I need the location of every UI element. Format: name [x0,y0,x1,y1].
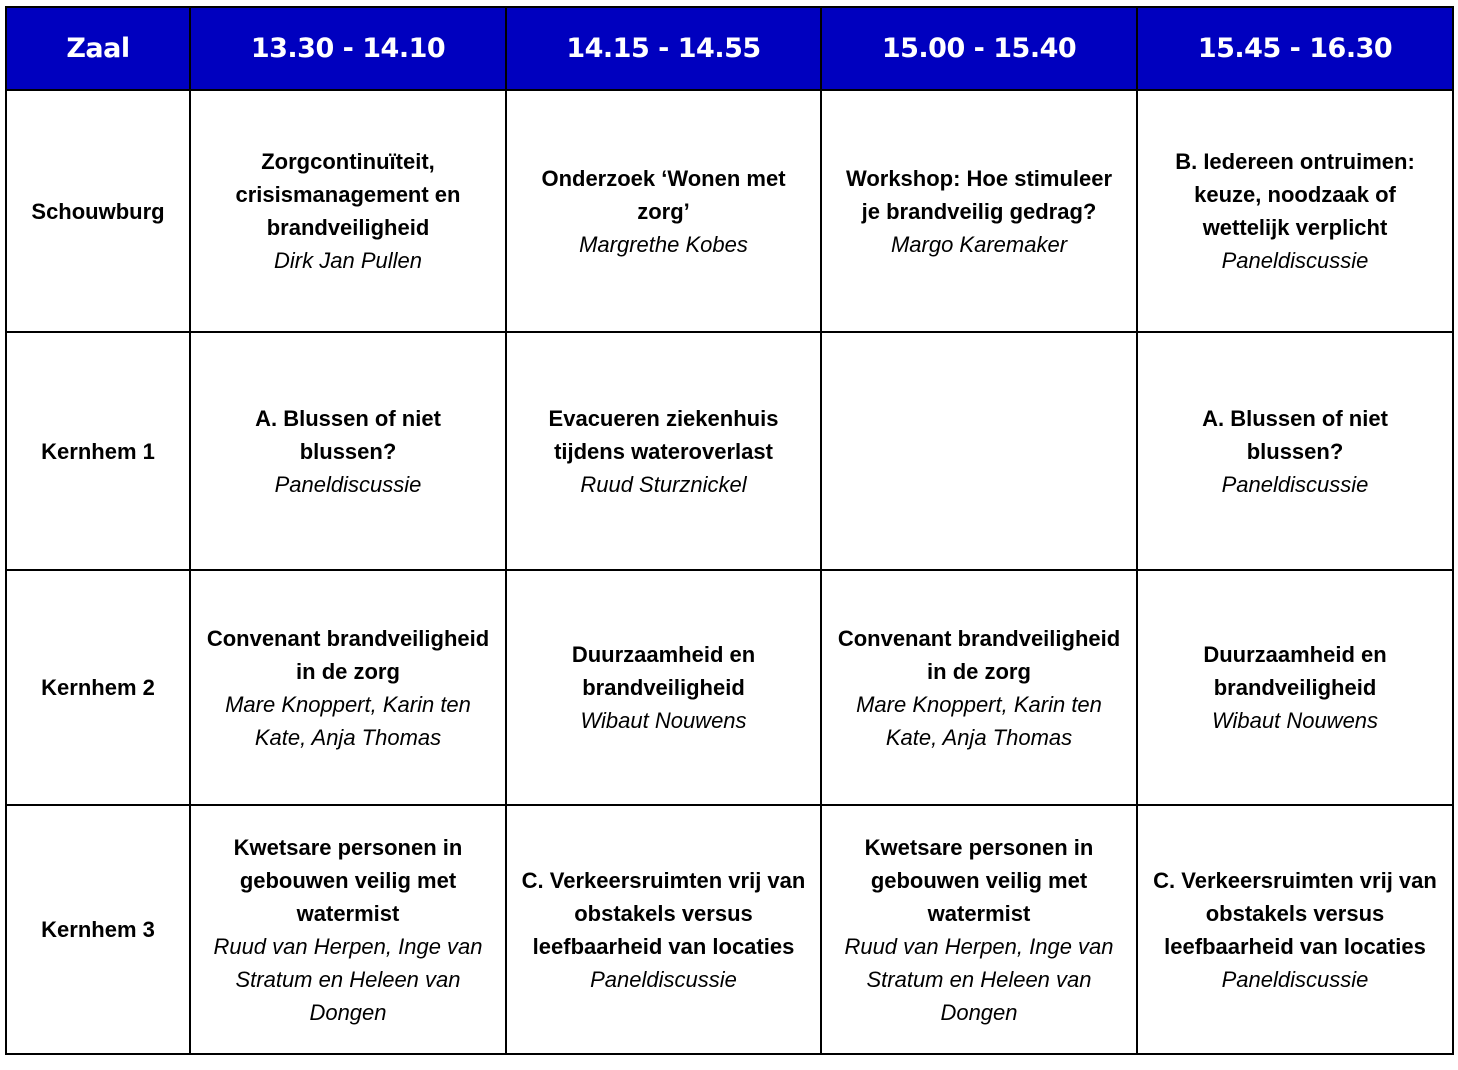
header-row: Zaal 13.30 - 14.10 14.15 - 14.55 15.00 -… [5,6,1454,91]
session-speaker: Paneldiscussie [1221,248,1369,273]
session-cell: Convenant brandveiligheid in de zorg Mare… [189,569,507,806]
session-speaker: Paneldiscussie [590,966,737,992]
session-title: Convenant brandveiligheid in de zorg [206,625,490,684]
schedule-table: Zaal 13.30 - 14.10 14.15 - 14.55 15.00 -… [5,6,1454,1055]
session-cell: Evacueren ziekenhuis tijdens wateroverla… [505,331,822,571]
session-cell: Convenant brandveiligheid in de zorg Mare… [820,569,1138,806]
session-title: Kwetsare personen in gebouwen veilig met… [233,834,463,926]
session-cell: Kwetsare personen in gebouwen veilig met… [820,804,1138,1055]
session-title: Duurzaamheid en brandveiligheid [1203,642,1387,700]
room-name: Schouwburg [5,89,191,333]
session-cell: C. Verkeersruimten vrij van obstakels ve… [1136,804,1454,1055]
session-speaker: Ruud van Herpen, Inge van Stratum en Hel… [213,933,483,1025]
session-title: Workshop: Hoe stimuleer je brandveilig g… [845,165,1113,224]
session-title: Duurzaamheid en brandveiligheid [571,642,756,700]
session-speaker: Mare Knoppert, Karin ten Kate, Anja Thom… [856,691,1102,750]
session-speaker: Ruud Sturznickel [580,471,747,497]
header-slot: 14.15 - 14.55 [505,6,822,91]
session-cell: B. Iedereen ontruimen: keuze, noodzaak o… [1136,89,1454,333]
header-slot: 15.45 - 16.30 [1136,6,1454,91]
header-room: Zaal [5,6,191,91]
session-cell: A. Blussen of niet blussen? Paneldiscussi… [189,331,507,571]
session-title: Kwetsare personen in gebouwen veilig met… [864,834,1094,926]
session-cell: C. Verkeersruimten vrij van obstakels ve… [505,804,822,1055]
session-title: C. Verkeersruimten vrij van obstakels ve… [1153,867,1437,959]
table-row: Kernhem 3 Kwetsare personen in gebouwen v… [5,804,1454,1055]
session-cell: Kwetsare personen in gebouwen veilig met… [189,804,507,1055]
session-title: Zorgcontinuïteit, crisismanagement en br… [235,149,461,240]
table-row: Kernhem 1 A. Blussen of niet blussen? Pane… [5,331,1454,571]
session-title: A. Blussen of niet blussen? [1202,405,1388,464]
session-speaker: Margo Karemaker [890,231,1068,257]
session-speaker: Wibaut Nouwens [1211,708,1379,733]
session-cell: Onderzoek ‘Wonen met zorg’ Margrethe Kobe… [505,89,822,333]
session-cell [820,331,1138,571]
session-cell: Duurzaamheid en brandveiligheid Wibaut No… [1136,569,1454,806]
session-title: Onderzoek ‘Wonen met zorg’ [541,165,786,224]
room-name: Kernhem 2 [5,569,191,806]
session-cell: Workshop: Hoe stimuleer je brandveilig g… [820,89,1138,333]
session-title: A. Blussen of niet blussen? [255,405,441,464]
room-name: Kernhem 3 [5,804,191,1055]
header-slot: 13.30 - 14.10 [189,6,507,91]
session-speaker: Paneldiscussie [274,471,422,497]
table-row: Schouwburg Zorgcontinuïteit, crisismanage… [5,89,1454,333]
session-speaker: Paneldiscussie [1221,471,1369,497]
session-cell: Duurzaamheid en brandveiligheid Wibaut No… [505,569,822,806]
session-speaker: Wibaut Nouwens [580,708,747,733]
session-speaker: Paneldiscussie [1221,966,1369,992]
table-row: Kernhem 2 Convenant brandveiligheid in de… [5,569,1454,806]
session-speaker: Margrethe Kobes [579,231,748,257]
session-speaker: Ruud van Herpen, Inge van Stratum en Hel… [844,933,1114,1025]
header-slot: 15.00 - 15.40 [820,6,1138,91]
session-cell: A. Blussen of niet blussen? Paneldiscussi… [1136,331,1454,571]
session-title: C. Verkeersruimten vrij van obstakels ve… [521,867,806,959]
session-title: Evacueren ziekenhuis tijdens wateroverla… [548,405,779,464]
session-speaker: Mare Knoppert, Karin ten Kate, Anja Thom… [225,691,471,750]
session-title: B. Iedereen ontruimen: keuze, noodzaak o… [1175,149,1415,240]
session-speaker: Dirk Jan Pullen [274,248,422,273]
room-name: Kernhem 1 [5,331,191,571]
session-cell: Zorgcontinuïteit, crisismanagement en br… [189,89,507,333]
session-title: Convenant brandveiligheid in de zorg [837,625,1121,684]
